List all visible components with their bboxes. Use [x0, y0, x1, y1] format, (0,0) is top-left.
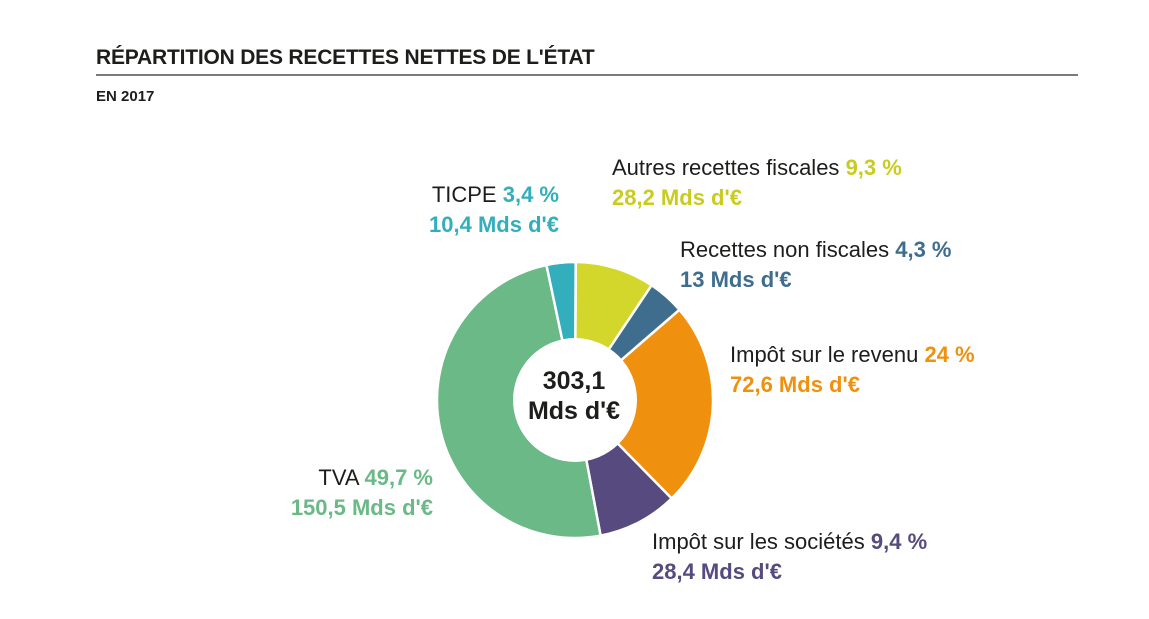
- slice-amount: 28,4 Mds d'€: [652, 559, 782, 584]
- label-autres-recettes-fiscales: Autres recettes fiscales 9,3 % 28,2 Mds …: [612, 153, 902, 213]
- slice-imp-t-sur-le-revenu: [573, 308, 715, 501]
- title-divider: [96, 74, 1078, 76]
- slice-percent: 3,4 %: [502, 182, 559, 207]
- slice-percent: 24 %: [924, 342, 975, 367]
- slice-name: Impôt sur les sociétés: [652, 529, 865, 554]
- slice-amount: 28,2 Mds d'€: [612, 185, 742, 210]
- slice-name: TICPE: [431, 182, 497, 207]
- slice-name: TVA: [318, 465, 359, 490]
- slice-amount: 10,4 Mds d'€: [429, 212, 559, 237]
- label-recettes-non-fiscales: Recettes non fiscales 4,3 % 13 Mds d'€: [680, 235, 952, 295]
- label-ticpe: TICPE 3,4 % 10,4 Mds d'€: [429, 180, 559, 240]
- donut-hole: [513, 338, 637, 462]
- slice-percent: 49,7 %: [364, 465, 434, 490]
- label-impot-sur-les-societes: Impôt sur les sociétés 9,4 % 28,4 Mds d'…: [652, 527, 927, 587]
- slice-amount: 13 Mds d'€: [680, 267, 792, 292]
- label-tva: TVA 49,7 % 150,5 Mds d'€: [291, 463, 433, 523]
- center-value: 303,1: [542, 367, 606, 395]
- slice-amount: 72,6 Mds d'€: [730, 372, 860, 397]
- donut-center-total: 303,1 Mds d'€: [520, 366, 628, 426]
- slice-amount: 150,5 Mds d'€: [290, 495, 433, 520]
- slice-name: Impôt sur le revenu: [730, 342, 919, 367]
- slice-percent: 4,3 %: [895, 237, 952, 262]
- center-unit: Mds d'€: [527, 397, 621, 425]
- slice-percent: 9,3 %: [845, 155, 902, 180]
- slice-percent: 9,4 %: [870, 529, 928, 554]
- chart-subtitle: EN 2017: [96, 88, 155, 105]
- slice-name: Autres recettes fiscales: [612, 155, 840, 180]
- label-impot-sur-le-revenu: Impôt sur le revenu 24 % 72,6 Mds d'€: [730, 340, 975, 400]
- chart-title: RÉPARTITION DES RECETTES NETTES DE L'ÉTA…: [96, 46, 595, 69]
- slice-name: Recettes non fiscales: [680, 237, 890, 262]
